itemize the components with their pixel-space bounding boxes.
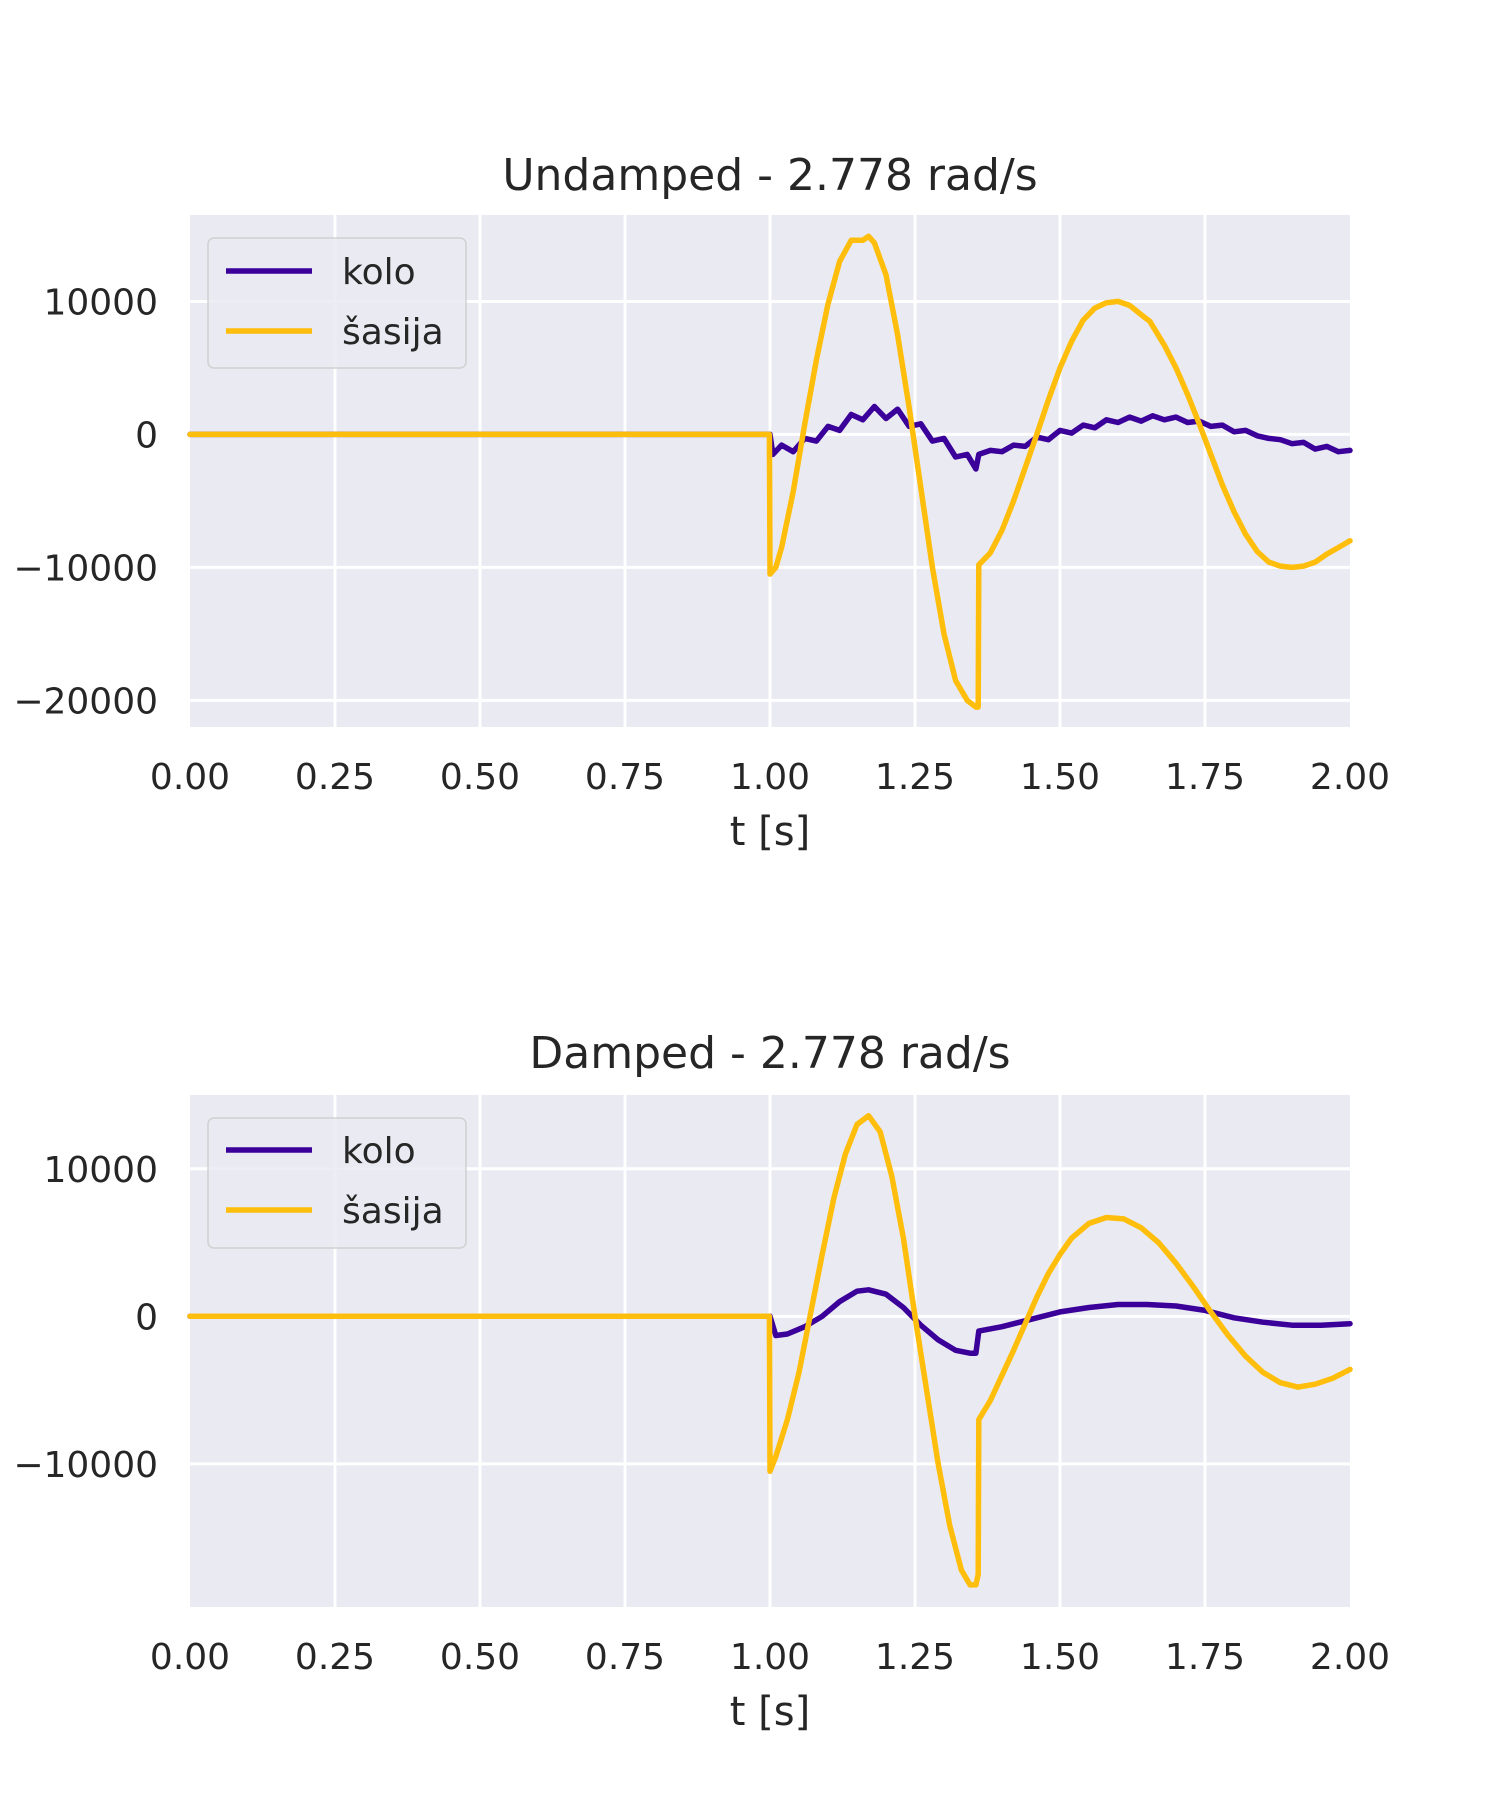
x-tick-label: 2.00 <box>1310 757 1390 798</box>
y-tick-label: −10000 <box>13 1445 158 1486</box>
y-tick-label: 10000 <box>43 1150 158 1191</box>
legend: kolo šasija <box>207 1117 467 1249</box>
y-tick-label: 10000 <box>43 282 158 323</box>
x-tick-label: 1.50 <box>1020 757 1100 798</box>
x-tick-label: 1.50 <box>1020 1637 1100 1678</box>
legend: kolo šasija <box>207 237 467 369</box>
chart-title: Damped - 2.778 rad/s <box>529 1028 1010 1079</box>
x-tick-label: 1.75 <box>1165 1637 1245 1678</box>
x-tick-label: 0.50 <box>440 757 520 798</box>
x-tick-label: 0.00 <box>150 757 230 798</box>
x-tick-label: 0.25 <box>295 1637 375 1678</box>
x-tick-labels: 0.00 0.25 0.50 0.75 1.00 1.25 1.50 1.75 2.00 <box>150 757 1390 798</box>
y-tick-label: 0 <box>135 1297 158 1338</box>
y-tick-label: −20000 <box>13 681 158 722</box>
x-tick-label: 1.00 <box>730 757 810 798</box>
legend-label-sasija: šasija <box>342 1191 444 1232</box>
x-tick-label: 1.75 <box>1165 757 1245 798</box>
series-line-kolo <box>187 403 1353 472</box>
x-tick-label: 1.00 <box>730 1637 810 1678</box>
chart-title: Undamped - 2.778 rad/s <box>502 150 1037 201</box>
series-line-sasija <box>187 1112 1353 1588</box>
x-tick-label: 0.50 <box>440 1637 520 1678</box>
legend-label-sasija: šasija <box>342 312 444 353</box>
x-tick-label: 0.75 <box>585 1637 665 1678</box>
legend-label-kolo: kolo <box>342 252 416 293</box>
x-axis-label: t [s] <box>730 1689 810 1735</box>
x-tick-label: 0.00 <box>150 1637 230 1678</box>
x-tick-label: 0.25 <box>295 757 375 798</box>
x-tick-label: 2.00 <box>1310 1637 1390 1678</box>
x-axis-label: t [s] <box>730 809 810 855</box>
x-tick-labels: 0.00 0.25 0.50 0.75 1.00 1.25 1.50 1.75 2.00 <box>150 1637 1390 1678</box>
legend-label-kolo: kolo <box>342 1131 416 1172</box>
series-line-sasija <box>187 233 1353 710</box>
y-tick-labels: 10000 0 −10000 <box>13 1150 158 1486</box>
x-tick-label: 1.25 <box>875 1637 955 1678</box>
series-lines <box>187 1112 1353 1588</box>
series-lines <box>187 233 1353 710</box>
y-tick-label: 0 <box>135 415 158 456</box>
x-tick-label: 0.75 <box>585 757 665 798</box>
y-tick-labels: 10000 0 −10000 −20000 <box>13 282 158 722</box>
chart-panel-undamped: Undamped - 2.778 rad/s 10000 0 −10000 −2000… <box>13 150 1390 855</box>
x-tick-label: 1.25 <box>875 757 955 798</box>
y-tick-label: −10000 <box>13 548 158 589</box>
